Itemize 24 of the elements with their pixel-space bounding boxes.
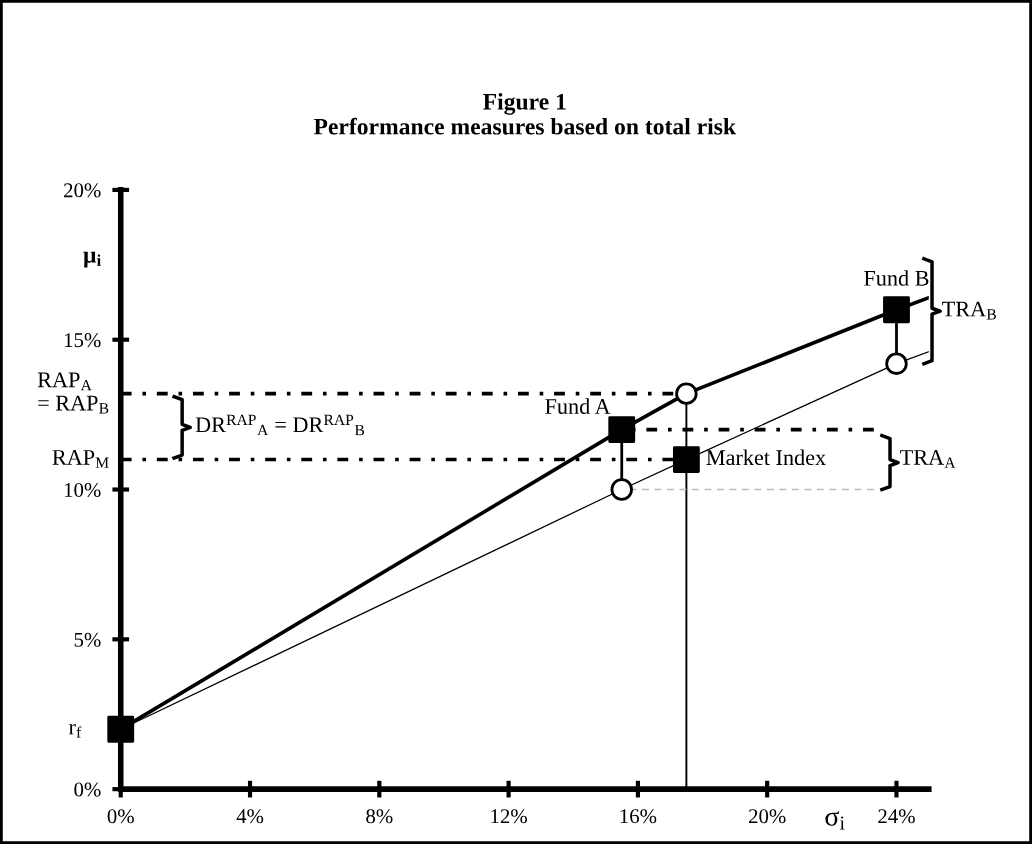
annotation: Fund A <box>545 398 611 414</box>
y-tick-label: 5% <box>74 632 101 647</box>
x-tick-label: 0% <box>107 809 134 824</box>
y-axis-title: μ$_{i}$ <box>83 251 101 268</box>
annotation: r$_{f}$ <box>68 723 82 738</box>
annotation: Market Index <box>706 449 826 466</box>
y-tick-label: 10% <box>64 482 101 498</box>
annotation: RAP$_{A}$ = RAP$_{B}$ <box>37 372 109 414</box>
x-tick-label: 12% <box>491 809 527 824</box>
x-tick-label: 24% <box>878 809 915 824</box>
x-tick-label: 20% <box>749 809 786 824</box>
annotation: DR$^{RAP}$$_{A}$ = DR$^{RAP}$$_{B}$ <box>195 414 365 436</box>
x-tick-label: 8% <box>366 809 393 824</box>
text: TRA$_{B}$ <box>942 301 996 320</box>
x-tick-label: 4% <box>236 809 264 824</box>
x-tick-label: 16% <box>620 809 657 824</box>
annotation: RAP$_{M}$ <box>52 450 109 468</box>
x-axis-title: σ$_{i}$ <box>825 811 845 830</box>
annotation: TRA$_{A}$ <box>900 450 956 468</box>
annotation: Fund B <box>864 270 929 286</box>
y-tick-label: 0% <box>74 782 101 797</box>
chart-title: Figure 1 Performance measures based on total risk <box>313 93 737 135</box>
y-tick-label: 15% <box>64 333 101 348</box>
y-tick-label: 20% <box>64 183 101 198</box>
